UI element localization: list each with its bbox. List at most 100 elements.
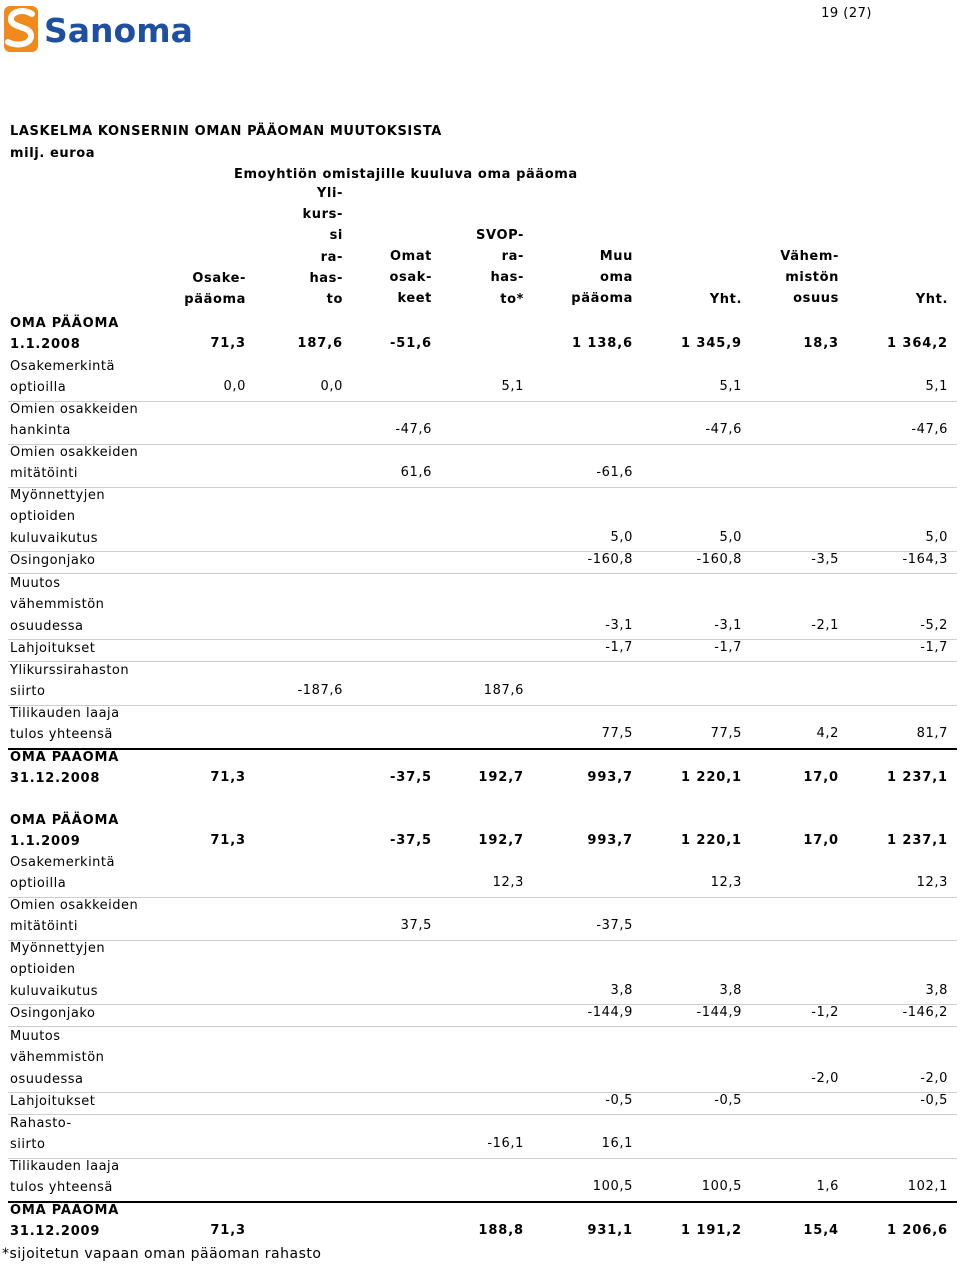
row-label: Muutos vähemmistön osuudessa: [10, 576, 105, 634]
row-label: Osingonjako: [10, 553, 96, 568]
cell-muu: -37,5: [596, 918, 633, 934]
cell-yht1: 1 345,9: [681, 336, 742, 352]
footnote: *sijoitetun vapaan oman pääoman rahasto: [2, 1246, 322, 1262]
row-label: Myönnettyjen optioiden kuluvaikutus: [10, 941, 106, 999]
unit-label: milj. euroa: [10, 146, 96, 161]
cell-yht1: 3,8: [719, 982, 742, 998]
cell-ylikurssi: 0,0: [320, 379, 343, 395]
row-label: OMA PÄÄOMA 31.12.2008: [10, 750, 120, 787]
cell-vahem: -2,1: [811, 617, 839, 633]
row-label: Tilikauden laaja tulos yhteensä: [10, 706, 120, 743]
cell-vahem: 18,3: [803, 336, 839, 352]
cell-yht2: 1 237,1: [887, 833, 948, 849]
cell-osake: 71,3: [210, 336, 246, 352]
cell-yht1: -1,7: [714, 640, 742, 655]
cell-muu: 993,7: [587, 833, 633, 849]
cell-muu: 16,1: [601, 1136, 633, 1152]
cell-yht2: -1,7: [920, 640, 948, 655]
page-number: 19 (27): [821, 6, 872, 21]
cell-yht2: 102,1: [907, 1179, 948, 1195]
cell-svop: -16,1: [487, 1136, 524, 1152]
cell-vahem: 4,2: [816, 726, 839, 742]
row-divider: [8, 486, 957, 488]
cell-yht1: -0,5: [714, 1093, 742, 1108]
row-label: Omien osakkeiden mitätöinti: [10, 898, 139, 935]
cell-muu: 100,5: [592, 1179, 633, 1195]
row-label: Lahjoitukset: [10, 1094, 96, 1109]
group-header: Emoyhtiön omistajille kuuluva oma pääoma: [234, 167, 578, 182]
row-divider: [8, 939, 957, 941]
cell-yht2: -164,3: [902, 552, 948, 567]
cell-osake: 71,3: [210, 833, 246, 849]
cell-yht1: 5,0: [719, 529, 742, 545]
row-divider: [8, 639, 957, 641]
row-divider: [8, 1114, 957, 1116]
cell-muu: -144,9: [587, 1005, 633, 1020]
row-divider: [8, 747, 957, 750]
cell-muu: 1 138,6: [572, 336, 633, 352]
cell-yht1: -144,9: [696, 1005, 742, 1020]
row-divider: [8, 1004, 957, 1006]
cell-osake: 0,0: [223, 379, 246, 395]
row-label: Omien osakkeiden mitätöinti: [10, 445, 139, 482]
sanoma-logo: Sanoma: [2, 4, 192, 54]
cell-svop: 192,7: [478, 833, 524, 849]
column-header-osake: Osake- pääoma: [184, 271, 246, 308]
cell-ylikurssi: 187,6: [297, 336, 343, 352]
row-divider: [8, 661, 957, 663]
row-label: OMA PÄÄOMA 31.12.2009: [10, 1203, 120, 1240]
cell-yht2: -2,0: [920, 1070, 948, 1086]
row-divider: [8, 1092, 957, 1094]
cell-yht2: 1 237,1: [887, 770, 948, 786]
cell-vahem: 1,6: [816, 1179, 839, 1195]
column-header-vahem: Vähem- mistön osuus: [780, 249, 839, 307]
sanoma-logo-wordmark: Sanoma: [44, 11, 192, 50]
cell-omat: -37,5: [390, 833, 432, 849]
column-header-svop: SVOP- ra- has- to*: [476, 228, 524, 307]
row-divider: [8, 573, 957, 575]
cell-yht2: 1 206,6: [887, 1223, 948, 1239]
cell-muu: 5,0: [610, 529, 633, 545]
row-label: Osakemerkintä optioilla: [10, 359, 115, 396]
row-label: Osakemerkintä optioilla: [10, 855, 115, 892]
row-divider: [8, 1157, 957, 1159]
cell-omat: -37,5: [390, 770, 432, 786]
column-header-omat: Omat osak- keet: [389, 249, 432, 307]
cell-muu: -0,5: [605, 1093, 633, 1108]
cell-svop: 5,1: [501, 379, 524, 395]
cell-muu: 77,5: [601, 726, 633, 742]
cell-yht2: 5,1: [925, 379, 948, 395]
cell-yht1: -3,1: [714, 617, 742, 633]
row-divider: [8, 896, 957, 898]
cell-svop: 187,6: [483, 683, 524, 699]
column-header-ylikurssi: Yli- kurs- si ra- has- to: [302, 186, 343, 308]
row-label: OMA PÄÄOMA 1.1.2009: [10, 813, 120, 850]
row-label: OMA PÄÄOMA 1.1.2008: [10, 316, 120, 353]
cell-osake: 71,3: [210, 1223, 246, 1239]
cell-yht1: 1 220,1: [681, 833, 742, 849]
cell-vahem: -3,5: [811, 552, 839, 567]
row-label: Lahjoitukset: [10, 641, 96, 656]
cell-vahem: 17,0: [803, 833, 839, 849]
row-label: Muutos vähemmistön osuudessa: [10, 1029, 105, 1087]
cell-muu: 931,1: [587, 1223, 633, 1239]
cell-muu: 993,7: [587, 770, 633, 786]
row-divider: [8, 551, 957, 553]
row-label: Rahasto- siirto: [10, 1116, 72, 1153]
cell-yht2: 1 364,2: [887, 336, 948, 352]
cell-yht2: -5,2: [920, 617, 948, 633]
row-divider: [8, 1200, 957, 1203]
cell-omat: 37,5: [400, 918, 432, 934]
cell-muu: -61,6: [596, 465, 633, 481]
cell-ylikurssi: -187,6: [297, 683, 343, 699]
row-divider: [8, 443, 957, 445]
row-divider: [8, 704, 957, 706]
cell-vahem: 17,0: [803, 770, 839, 786]
column-header-muu: Muu oma pääoma: [571, 249, 633, 307]
cell-yht1: 100,5: [701, 1179, 742, 1195]
row-label: Ylikurssirahaston siirto: [10, 663, 130, 700]
cell-svop: 192,7: [478, 770, 524, 786]
cell-muu: -1,7: [605, 640, 633, 655]
cell-osake: 71,3: [210, 770, 246, 786]
